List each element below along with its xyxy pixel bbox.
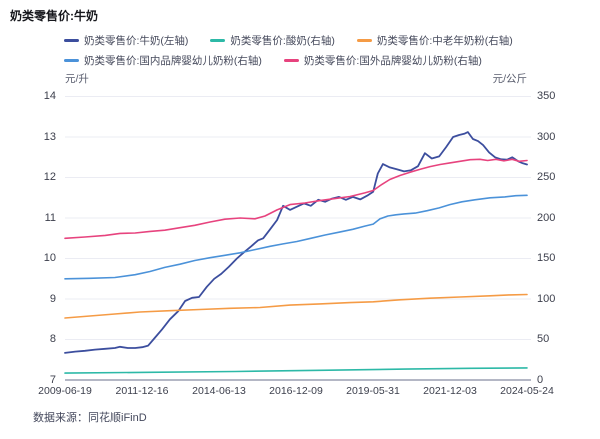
series-line-3 [64, 293, 528, 319]
series-line-4 [64, 194, 528, 280]
left-axis-unit: 元/升 [65, 73, 89, 85]
y-axis-tick-left: 7 [49, 373, 56, 386]
series-line-5 [64, 158, 528, 240]
y-axis-tick-left: 14 [43, 90, 56, 102]
legend-row-1: 奶类零售价:牛奶(左轴) 奶类零售价:酸奶(右轴) 奶类零售价:中老年奶粉(右轴) [64, 33, 544, 48]
x-axis-tick: 2011-12-16 [115, 385, 169, 397]
x-axis-tick: 2019-05-31 [346, 385, 400, 397]
legend-label: 奶类零售价:酸奶(右轴) [230, 35, 335, 47]
legend-line-icon [356, 39, 372, 42]
legend-line-icon [283, 59, 299, 62]
x-axis-tick: 2021-12-03 [423, 385, 477, 397]
y-axis-tick-right: 300 [537, 130, 556, 143]
right-axis-unit: 元/公斤 [492, 73, 527, 85]
legend-label: 奶类零售价:国外品牌婴幼儿奶粉(右轴) [303, 55, 482, 67]
y-axis-tick-left: 12 [43, 171, 56, 183]
y-axis-tick-right: 150 [537, 252, 556, 264]
y-axis-tick-right: 350 [537, 90, 556, 102]
data-source: 数据来源：同花顺iFinD [33, 412, 147, 424]
y-axis-tick-right: 100 [537, 292, 556, 305]
series-line-1 [64, 131, 528, 354]
legend-label: 奶类零售价:牛奶(左轴) [84, 35, 189, 47]
y-axis-tick-left: 9 [49, 292, 56, 305]
legend-line-icon [64, 59, 79, 62]
y-axis-tick-left: 11 [44, 211, 56, 224]
legend-line-icon [210, 39, 226, 42]
y-axis-tick-left: 13 [43, 130, 56, 143]
x-axis-tick: 2016-12-09 [269, 385, 323, 397]
legend-label: 奶类零售价:国内品牌婴幼儿奶粉(右轴) [84, 55, 262, 67]
legend-item-4: 奶类零售价:国内品牌婴幼儿奶粉(右轴) [64, 53, 262, 68]
series-line-2 [64, 367, 528, 374]
y-axis-tick-left: 8 [49, 333, 56, 345]
x-axis-tick: 2014-06-13 [192, 385, 246, 397]
y-axis-tick-right: 0 [537, 373, 544, 386]
y-axis-tick-right: 50 [537, 333, 550, 345]
legend: 奶类零售价:牛奶(左轴) 奶类零售价:酸奶(右轴) 奶类零售价:中老年奶粉(右轴) … [64, 33, 544, 73]
x-axis-tick: 2009-06-19 [38, 385, 92, 397]
legend-item-3: 奶类零售价:中老年奶粉(右轴) [356, 33, 513, 48]
y-axis-tick-right: 250 [537, 171, 556, 183]
y-axis-tick-left: 10 [43, 252, 56, 264]
y-axis-tick-right: 200 [537, 211, 556, 224]
legend-label: 奶类零售价:中老年奶粉(右轴) [376, 35, 513, 47]
legend-line-icon [64, 39, 79, 42]
chart-title: 奶类零售价:牛奶 [10, 9, 98, 23]
legend-row-2: 奶类零售价:国内品牌婴幼儿奶粉(右轴) 奶类零售价:国外品牌婴幼儿奶粉(右轴) [64, 53, 544, 68]
legend-item-5: 奶类零售价:国外品牌婴幼儿奶粉(右轴) [283, 53, 482, 68]
legend-item-1: 奶类零售价:牛奶(左轴) [64, 33, 188, 48]
x-axis-tick: 2024-05-24 [500, 385, 554, 397]
legend-item-2: 奶类零售价:酸奶(右轴) [210, 33, 335, 48]
